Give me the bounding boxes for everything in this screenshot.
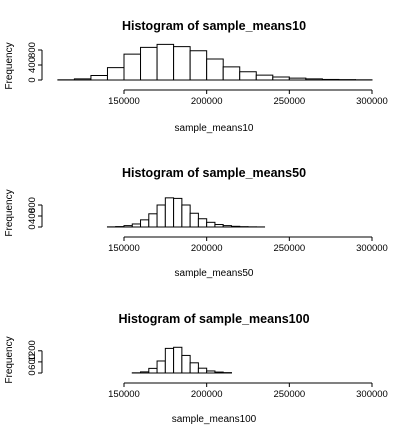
histogram-bar [164, 347, 175, 374]
histogram-bar [206, 58, 224, 81]
x-tick-label: 150000 [108, 243, 140, 254]
y-tick-label: 0 [27, 77, 38, 82]
histogram-bar [173, 46, 191, 81]
histogram-bar [164, 197, 175, 228]
x-tick-label: 250000 [273, 389, 305, 400]
histogram-bar [189, 362, 199, 374]
histogram-bar [173, 346, 183, 374]
y-axis-label: Frequency [4, 336, 15, 383]
histogram-bar [321, 78, 340, 81]
x-tick-label: 200000 [191, 243, 223, 254]
histogram-bars [57, 43, 373, 81]
histogram-bar [90, 75, 108, 81]
y-axis-label: Frequency [4, 42, 15, 89]
histogram-bar [255, 74, 274, 81]
y-tick-label: 0 [27, 224, 38, 229]
histogram-bar [156, 204, 166, 228]
histogram-bar [214, 224, 224, 228]
x-axis: 150000 200000 250000 300000 [108, 236, 388, 254]
x-tick-label: 200000 [191, 96, 223, 107]
y-tick-label: 800 [27, 42, 38, 58]
histogram-bar [173, 197, 183, 228]
chart-title: Histogram of sample_means50 [122, 166, 306, 180]
x-tick-label: 300000 [356, 389, 388, 400]
y-tick-label: 400 [27, 208, 38, 224]
x-axis: 150000 200000 250000 300000 [108, 89, 388, 107]
y-tick-label: 1200 [27, 340, 38, 361]
histogram-bar [140, 46, 158, 81]
y-axis-label: Frequency [4, 189, 15, 236]
histogram-bar [239, 71, 257, 81]
chart-title: Histogram of sample_means10 [122, 19, 306, 33]
histogram-bar [197, 218, 208, 228]
x-axis-label: sample_means10 [175, 123, 254, 134]
x-tick-label: 300000 [356, 243, 388, 254]
chart-title: Histogram of sample_means100 [118, 312, 309, 326]
histogram-panel-1: Histogram of sample_means10 Frequency sa… [4, 19, 388, 134]
histogram-panel-3: Histogram of sample_means100 Frequency s… [4, 312, 388, 425]
histogram-bars [106, 197, 266, 228]
histogram-bar [140, 371, 150, 374]
histogram-bar [123, 53, 142, 81]
x-tick-label: 200000 [191, 389, 223, 400]
histogram-bar [214, 371, 224, 374]
histogram-bar [189, 212, 199, 228]
x-tick-label: 300000 [356, 96, 388, 107]
x-axis-label: sample_means50 [175, 268, 254, 279]
histogram-bar [288, 77, 307, 81]
histogram-bar [197, 367, 208, 374]
x-tick-label: 150000 [108, 96, 140, 107]
histogram-bar [131, 223, 142, 228]
histogram-bar [272, 76, 290, 81]
histogram-bar [189, 50, 208, 81]
histogram-bar [123, 225, 133, 228]
histogram-bar [106, 67, 125, 81]
y-tick-label: 600 [27, 354, 38, 370]
histogram-bar [222, 66, 241, 81]
y-tick-label: 800 [27, 197, 38, 213]
histogram-bars [131, 346, 232, 374]
histogram-bar [206, 370, 216, 374]
histogram-bar [230, 225, 241, 228]
y-tick-label: 400 [27, 57, 38, 73]
histogram-bar [181, 204, 191, 228]
histogram-panel-2: Histogram of sample_means50 Frequency sa… [4, 166, 388, 279]
histogram-bar [206, 221, 216, 228]
histogram-bar [222, 225, 232, 228]
x-tick-label: 250000 [273, 96, 305, 107]
histogram-bar [148, 213, 158, 228]
histogram-bar [148, 367, 158, 374]
histogram-bar [181, 354, 191, 374]
x-tick-label: 150000 [108, 389, 140, 400]
histogram-bar [140, 219, 150, 228]
x-axis: 150000 200000 250000 300000 [108, 382, 388, 400]
histogram-bar [305, 78, 323, 81]
x-axis-label: sample_means100 [172, 414, 257, 425]
y-tick-label: 0 [27, 370, 38, 375]
x-tick-label: 250000 [273, 243, 305, 254]
histogram-bar [156, 43, 175, 81]
histogram-bar [73, 78, 92, 81]
histogram-bar [156, 360, 166, 374]
